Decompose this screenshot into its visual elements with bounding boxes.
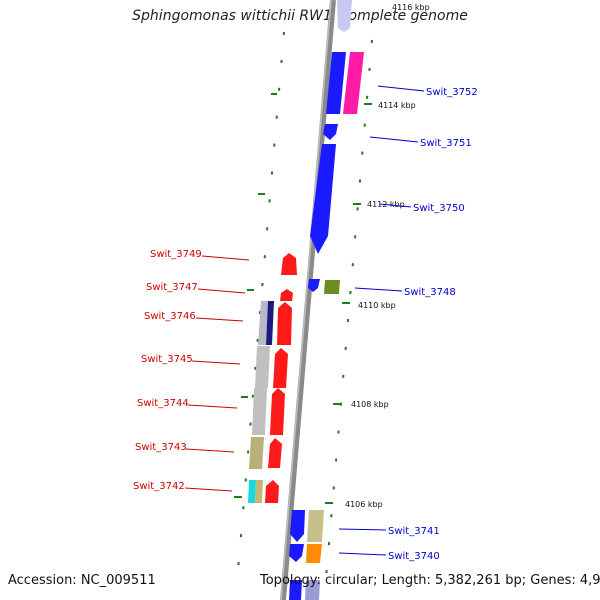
gene-label-swit-3745[interactable]: Swit_3745: [141, 354, 193, 365]
forward-genes: [289, 0, 364, 600]
gene-label-swit-3749[interactable]: Swit_3749: [150, 249, 202, 260]
gene-swit-3747[interactable]: [280, 289, 293, 301]
gene-swit-3740b[interactable]: [306, 544, 322, 563]
scale-label-4110: 4110 kbp: [358, 301, 396, 310]
gene-label-swit-3750[interactable]: Swit_3750: [413, 203, 465, 214]
gene-top-grey[interactable]: [337, 0, 352, 32]
scale-label-4108: 4108 kbp: [351, 400, 389, 409]
gene-swit-3742-tan[interactable]: [255, 480, 263, 503]
gene-swit-3746[interactable]: [277, 302, 292, 345]
reverse-genes: [248, 253, 297, 503]
gene-swit-3746-grey[interactable]: [258, 301, 268, 345]
gene-swit-3742[interactable]: [265, 480, 279, 503]
gene-swit-3742-cyan[interactable]: [248, 480, 256, 503]
gene-swit-3745[interactable]: [273, 348, 288, 388]
gene-swit-3744[interactable]: [270, 388, 285, 435]
gene-swit-3745-grey[interactable]: [255, 346, 270, 388]
gene-swit-3743[interactable]: [268, 438, 282, 468]
gene-bottom-1[interactable]: [289, 580, 302, 600]
scale-label-4114: 4114 kbp: [378, 101, 416, 110]
gene-swit-3748-a[interactable]: [308, 279, 320, 292]
gene-swit-3743-olive[interactable]: [249, 437, 264, 469]
gene-bottom-2[interactable]: [305, 580, 320, 600]
scale-label-4116: 4116 kbp: [392, 3, 430, 12]
gene-swit-3752b[interactable]: [343, 52, 364, 114]
gene-swit-3741[interactable]: [290, 510, 305, 542]
gene-label-swit-3751[interactable]: Swit_3751: [420, 138, 472, 149]
tick-trails: [234, 31, 373, 591]
gene-swit-3752[interactable]: [326, 52, 346, 114]
gene-label-swit-3741[interactable]: Swit_3741: [388, 526, 440, 537]
gene-label-swit-3747[interactable]: Swit_3747: [146, 282, 198, 293]
gene-label-swit-3748[interactable]: Swit_3748: [404, 287, 456, 298]
gene-label-swit-3752[interactable]: Swit_3752: [426, 87, 478, 98]
gene-label-swit-3740[interactable]: Swit_3740: [388, 551, 440, 562]
scale-label-4106: 4106 kbp: [345, 500, 383, 509]
gene-swit-3746-navy[interactable]: [266, 301, 274, 345]
forward-labels: [338, 85, 425, 556]
gene-swit-3744-grey[interactable]: [252, 388, 267, 435]
gene-label-swit-3742[interactable]: Swit_3742: [133, 481, 185, 492]
accession-text: Accession: NC_009511: [8, 573, 156, 588]
gene-swit-3748-b[interactable]: [324, 280, 340, 294]
gene-swit-3750[interactable]: [310, 144, 336, 254]
topology-text: Topology: circular; Length: 5,382,261 bp…: [260, 573, 600, 588]
map-title: Sphingomonas wittichii RW1, complete gen…: [132, 8, 468, 24]
gene-swit-3751[interactable]: [323, 124, 338, 140]
gene-label-swit-3746[interactable]: Swit_3746: [144, 311, 196, 322]
backbone: [280, 0, 336, 600]
reverse-labels: [184, 255, 250, 492]
gene-swit-3749[interactable]: [281, 253, 297, 275]
gene-swit-3740[interactable]: [289, 544, 304, 562]
gene-label-swit-3743[interactable]: Swit_3743: [135, 442, 187, 453]
gene-swit-3741b[interactable]: [307, 510, 324, 542]
gene-label-swit-3744[interactable]: Swit_3744: [137, 398, 189, 409]
